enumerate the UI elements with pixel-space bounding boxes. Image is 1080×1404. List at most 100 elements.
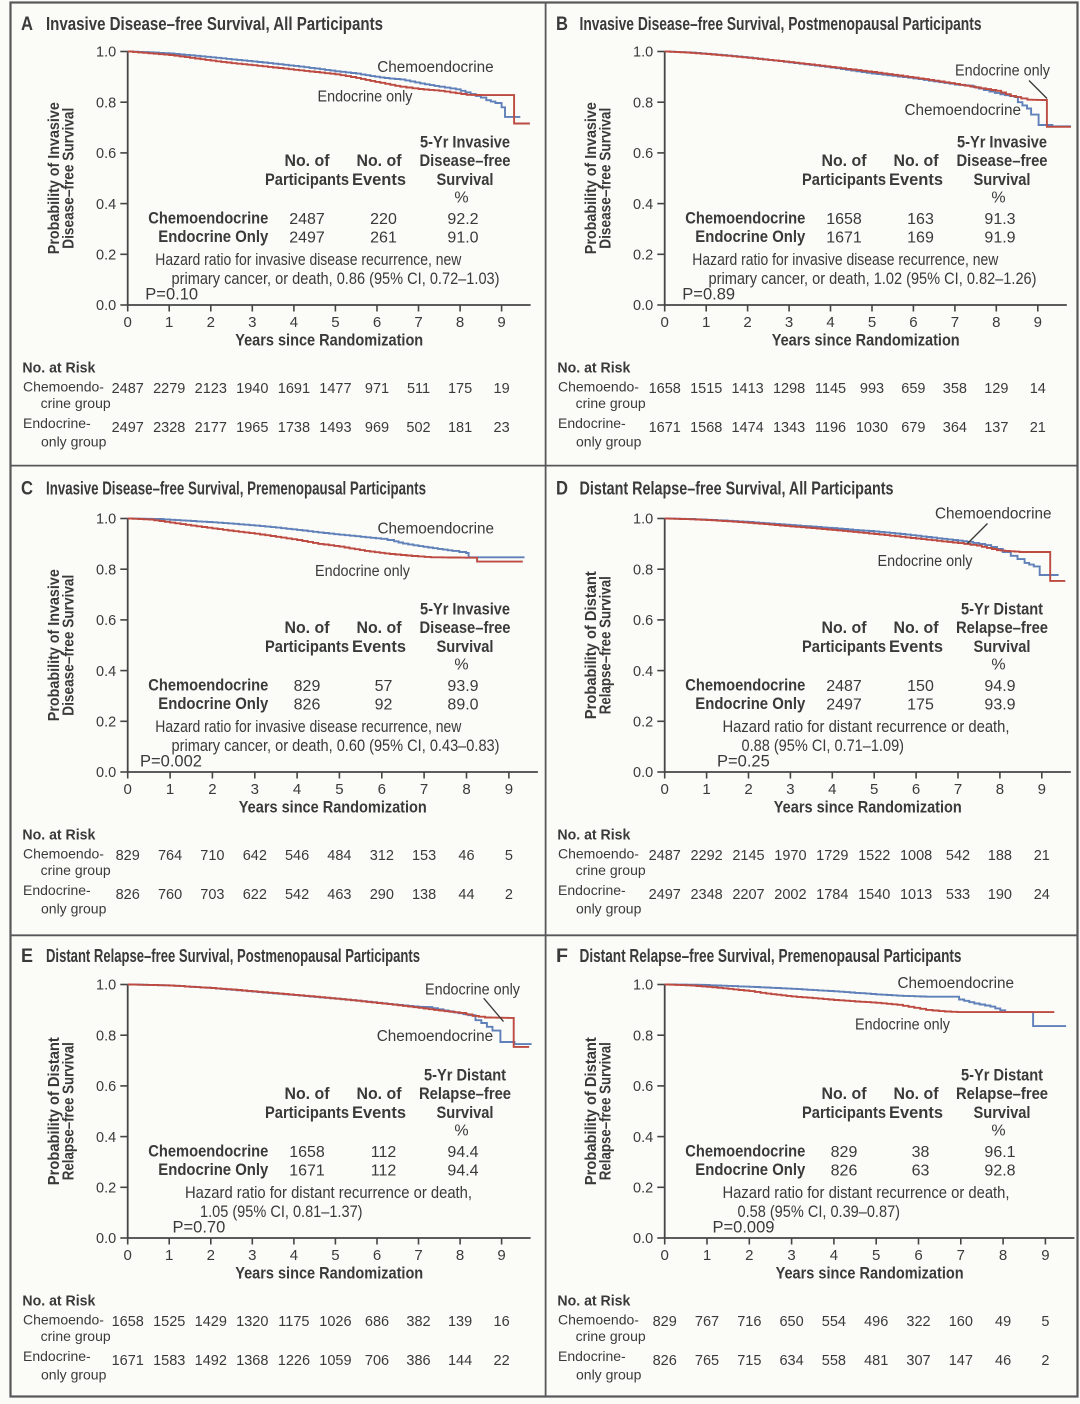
svg-text:160: 160: [949, 1314, 973, 1330]
svg-text:Chemoendocrine: Chemoendocrine: [148, 1142, 268, 1161]
svg-text:crine group: crine group: [41, 862, 111, 878]
svg-text:765: 765: [695, 1353, 719, 1369]
svg-text:2002: 2002: [774, 887, 806, 903]
svg-text:Events: Events: [889, 170, 943, 189]
svg-text:P=0.009: P=0.009: [713, 1219, 775, 1237]
svg-text:9: 9: [1038, 781, 1046, 798]
svg-text:7: 7: [420, 781, 428, 798]
svg-text:No. of: No. of: [357, 151, 402, 170]
svg-text:Relapse–free: Relapse–free: [956, 1084, 1048, 1103]
svg-text:only group: only group: [41, 433, 107, 449]
svg-text:Relapse–free Survival: Relapse–free Survival: [598, 576, 615, 714]
svg-text:533: 533: [946, 887, 970, 903]
svg-text:Distant Relapse–free Survival,: Distant Relapse–free Survival, Premenopa…: [580, 946, 962, 966]
svg-text:139: 139: [448, 1314, 472, 1330]
svg-text:Participants: Participants: [802, 1103, 886, 1122]
svg-text:0.0: 0.0: [633, 1231, 653, 1247]
svg-text:Chemoendocrine: Chemoendocrine: [378, 521, 495, 538]
svg-text:3: 3: [787, 1247, 795, 1264]
svg-text:1013: 1013: [900, 887, 932, 903]
svg-text:Disease–free Survival: Disease–free Survival: [61, 575, 78, 716]
svg-text:1.0: 1.0: [633, 45, 653, 61]
svg-text:5-Yr Distant: 5-Yr Distant: [961, 599, 1043, 618]
svg-text:0.8: 0.8: [96, 562, 116, 578]
svg-text:91.9: 91.9: [984, 230, 1015, 247]
svg-text:Participants: Participants: [265, 170, 349, 189]
svg-text:only group: only group: [41, 1366, 107, 1382]
svg-text:364: 364: [943, 420, 967, 436]
svg-text:642: 642: [243, 848, 267, 864]
svg-text:Hazard ratio for invasive dise: Hazard ratio for invasive disease recurr…: [155, 718, 461, 736]
svg-text:crine group: crine group: [41, 395, 111, 411]
svg-text:2497: 2497: [826, 697, 862, 714]
svg-text:Disease–free: Disease–free: [420, 151, 511, 170]
svg-text:Disease–free: Disease–free: [420, 618, 511, 637]
svg-text:0.6: 0.6: [633, 146, 653, 162]
svg-text:2: 2: [505, 887, 513, 903]
svg-text:0.88 (95% CI, 0.71–1.09): 0.88 (95% CI, 0.71–1.09): [742, 737, 905, 755]
svg-text:1671: 1671: [649, 420, 681, 436]
svg-text:511: 511: [407, 381, 430, 397]
svg-text:only group: only group: [576, 900, 642, 916]
svg-text:4: 4: [828, 781, 836, 798]
svg-text:Chemoendo-: Chemoendo-: [558, 846, 639, 862]
svg-text:Endocrine Only: Endocrine Only: [695, 694, 805, 713]
svg-text:0: 0: [124, 314, 132, 331]
svg-text:1.0: 1.0: [96, 512, 116, 528]
svg-text:1940: 1940: [236, 381, 268, 397]
svg-text:96.1: 96.1: [984, 1144, 1015, 1161]
svg-text:1965: 1965: [236, 420, 268, 436]
svg-text:502: 502: [406, 420, 430, 436]
svg-text:1059: 1059: [319, 1353, 351, 1369]
svg-text:No. at Risk: No. at Risk: [22, 360, 96, 376]
svg-text:1671: 1671: [826, 230, 862, 247]
svg-text:Endocrine only: Endocrine only: [315, 563, 410, 580]
svg-text:1.05 (95% CI, 0.81–1.37): 1.05 (95% CI, 0.81–1.37): [200, 1203, 363, 1221]
svg-text:2: 2: [208, 781, 216, 798]
svg-text:89.0: 89.0: [447, 697, 478, 714]
svg-text:6: 6: [914, 1247, 922, 1264]
svg-text:No. of: No. of: [894, 151, 939, 170]
svg-text:Survival: Survival: [437, 1103, 494, 1122]
svg-text:1658: 1658: [649, 381, 681, 397]
svg-text:4: 4: [290, 314, 298, 331]
svg-text:5: 5: [1041, 1314, 1049, 1330]
svg-text:Chemoendocrine: Chemoendocrine: [148, 209, 268, 228]
svg-text:44: 44: [458, 887, 474, 903]
svg-text:0.2: 0.2: [96, 715, 116, 731]
svg-text:only group: only group: [576, 433, 642, 449]
svg-text:Events: Events: [889, 1103, 943, 1122]
svg-text:764: 764: [158, 848, 182, 864]
svg-text:710: 710: [200, 848, 224, 864]
svg-text:9: 9: [1034, 314, 1042, 331]
svg-text:Survival: Survival: [437, 170, 494, 189]
svg-text:Chemoendocrine: Chemoendocrine: [685, 676, 805, 695]
svg-text:181: 181: [448, 420, 472, 436]
svg-text:Relapse–free Survival: Relapse–free Survival: [598, 1042, 615, 1180]
svg-text:150: 150: [907, 678, 934, 695]
svg-text:Events: Events: [352, 170, 406, 189]
svg-text:16: 16: [494, 1314, 510, 1330]
svg-text:Survival: Survival: [437, 637, 494, 656]
svg-text:Years since Randomization: Years since Randomization: [774, 798, 962, 817]
svg-text:94.4: 94.4: [447, 1144, 478, 1161]
svg-text:659: 659: [901, 381, 925, 397]
svg-text:2: 2: [207, 1247, 215, 1264]
svg-text:0.6: 0.6: [96, 1079, 116, 1095]
svg-text:No. of: No. of: [822, 618, 867, 637]
svg-text:38: 38: [912, 1144, 930, 1161]
svg-text:463: 463: [327, 887, 351, 903]
svg-text:Chemoendocrine: Chemoendocrine: [685, 1142, 805, 1161]
svg-text:Probability of Distant: Probability of Distant: [583, 571, 600, 719]
svg-text:0.6: 0.6: [96, 146, 116, 162]
svg-text:P=0.10: P=0.10: [145, 286, 198, 304]
svg-text:686: 686: [365, 1314, 389, 1330]
svg-text:0.4: 0.4: [96, 1130, 116, 1146]
svg-text:Probability of Distant: Probability of Distant: [583, 1037, 600, 1185]
svg-text:Events: Events: [889, 637, 943, 656]
svg-text:175: 175: [907, 697, 934, 714]
svg-text:0.2: 0.2: [633, 1181, 653, 1197]
svg-text:0.8: 0.8: [96, 1028, 116, 1044]
svg-text:1784: 1784: [816, 887, 848, 903]
svg-text:8: 8: [999, 1247, 1007, 1264]
